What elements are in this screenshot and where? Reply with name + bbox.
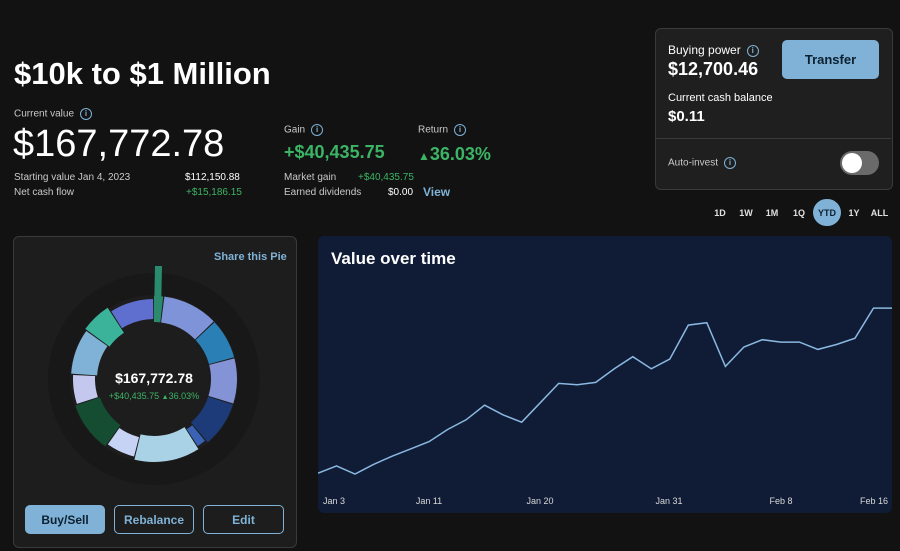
card-divider [656, 138, 891, 139]
pie-slice[interactable] [71, 296, 237, 462]
toggle-knob[interactable] [842, 153, 862, 173]
x-tick-label: Feb 16 [860, 496, 888, 506]
info-icon[interactable]: i [80, 108, 93, 120]
cash-balance-value: $0.11 [668, 108, 705, 125]
buy-sell-button[interactable]: Buy/Sell [25, 505, 105, 534]
return-value: ▲36.03% [418, 144, 491, 164]
current-value-label: Current value i [14, 108, 93, 120]
pie-center-gain: +$40,435.75 ▲36.03% [108, 391, 200, 401]
x-tick-label: Jan 31 [655, 496, 682, 506]
x-tick-label: Jan 3 [323, 496, 345, 506]
current-value: $167,772.78 [13, 123, 225, 165]
range-1w[interactable]: 1W [739, 207, 753, 218]
cash-balance-label: Current cash balance [668, 92, 773, 104]
starting-value: $112,150.88 [185, 172, 240, 183]
x-tick-label: Jan 11 [416, 496, 442, 506]
page-title: $10k to $1 Million [14, 56, 271, 91]
donut-shadow-ring [48, 273, 260, 485]
range-all[interactable]: ALL [870, 207, 889, 218]
range-1q[interactable]: 1Q [792, 207, 805, 218]
range-1m[interactable]: 1M [765, 207, 779, 218]
return-label: Return i [418, 124, 467, 136]
transfer-button[interactable]: Transfer [782, 40, 879, 79]
net-cash-flow-label: Net cash flow [14, 187, 75, 198]
triangle-up-icon: ▲ [418, 149, 430, 163]
pie-slice[interactable] [71, 296, 237, 462]
buying-power-label: Buying power i [668, 43, 759, 57]
edit-button[interactable]: Edit [203, 505, 284, 534]
gain-value: +$40,435.75 [284, 142, 385, 162]
chart-title: Value over time [331, 249, 456, 268]
share-pie-link[interactable]: Share this Pie [214, 251, 287, 263]
triangle-up-icon: ▲ [161, 394, 169, 401]
range-1y[interactable]: 1Y [848, 207, 860, 218]
value-line-chart[interactable]: Jan 3 Jan 11 Jan 20 Jan 31 Feb 8 Feb 16 [318, 236, 892, 513]
earned-dividends-label: Earned dividends [284, 187, 362, 198]
info-icon[interactable]: i [454, 124, 467, 136]
pie-slice[interactable] [73, 298, 235, 460]
market-gain-value: +$40,435.75 [358, 172, 414, 183]
series-line[interactable] [318, 307, 892, 475]
x-tick-label: Jan 20 [526, 496, 553, 506]
x-tick-label: Feb 8 [769, 496, 792, 506]
donut-hole [99, 324, 209, 434]
info-icon[interactable]: i [311, 124, 324, 136]
net-cash-flow: +$15,186.15 [186, 187, 242, 198]
rebalance-button[interactable]: Rebalance [114, 505, 194, 534]
info-icon[interactable]: i [746, 44, 759, 57]
pie-slice[interactable] [154, 266, 162, 314]
starting-value-label: Starting value Jan 4, 2023 [14, 172, 131, 183]
range-ytd[interactable]: YTD [813, 199, 841, 226]
view-dividends-link[interactable]: View [423, 185, 451, 199]
info-icon[interactable]: i [724, 157, 737, 169]
earned-dividends-value: $0.00 [388, 187, 414, 198]
buying-power-value: $12,700.46 [668, 59, 759, 79]
range-1d[interactable]: 1D [714, 207, 726, 218]
gain-label: Gain i [284, 124, 324, 136]
pie-center-value: $167,772.78 [115, 370, 193, 386]
market-gain-label: Market gain [284, 172, 337, 183]
auto-invest-label: Auto-invest i [668, 157, 737, 169]
pie-slice[interactable] [71, 296, 237, 462]
value-chart-card [318, 236, 892, 513]
pie-donut-chart[interactable] [13, 236, 295, 496]
